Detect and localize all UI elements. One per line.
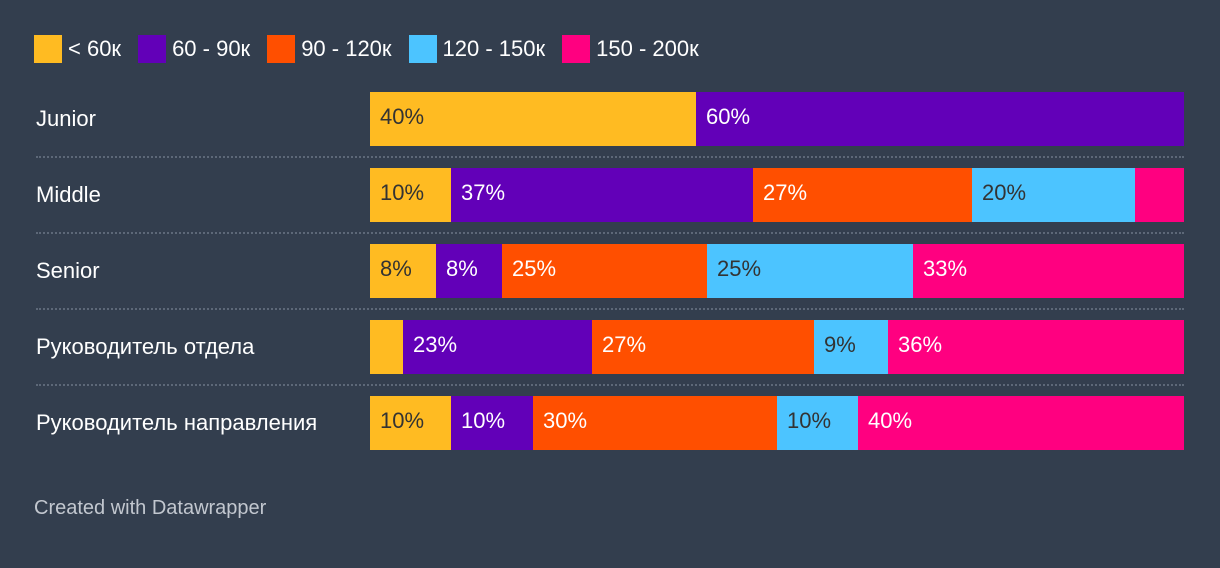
data-label: 8% [380,256,412,281]
bar-track: 10% 37% 27% 20% [370,168,1184,222]
legend-item: 120 - 150к [408,35,546,63]
bar-segment: 27% [592,320,814,374]
bar-segment: 10% [370,396,451,450]
category-label: Junior [36,106,96,131]
data-label: 27% [763,180,808,205]
bar-segment: 8% [370,244,436,298]
data-label: 30% [543,408,588,433]
bar-segment [1135,168,1184,222]
legend-label: 150 - 200к [596,36,699,61]
data-label: 25% [717,256,762,281]
category-label: Senior [36,258,100,283]
data-label: 36% [898,332,943,357]
legend-swatch [408,35,437,63]
stacked-bar-chart: Junior 40% 60% Middle 10% 37% 27% 20% Senior 8% 8%… [0,92,1220,450]
bar-segment: 10% [777,396,858,450]
bar-track: 23% 27% 9% 36% [370,320,1184,374]
bar-segment: 25% [707,244,913,298]
category-label: Руководитель отдела [36,334,255,359]
legend-swatch [562,35,591,63]
bar-segment: 37% [451,168,753,222]
bar-row: Руководитель направления 10% 10% 30% 10% 40% [0,396,1220,450]
data-label: 20% [982,180,1027,205]
bar-segment: 8% [436,244,502,298]
category-label: Middle [36,182,101,207]
bar-row: Middle 10% 37% 27% 20% [0,168,1220,222]
bar-track: 8% 8% 25% 25% 33% [370,244,1184,298]
data-label: 40% [868,408,913,433]
legend-item: 90 - 120к [267,35,392,63]
data-label: 8% [446,256,478,281]
legend-label: < 60к [68,36,122,61]
bar-segment: 23% [403,320,592,374]
bar-segment [370,320,403,374]
bar-row: Senior 8% 8% 25% 25% 33% [0,244,1220,298]
bar-segment: 10% [370,168,451,222]
data-label: 60% [706,104,751,129]
data-label: 10% [380,408,425,433]
data-label: 10% [380,180,425,205]
row-divider [36,232,1184,234]
data-label: 9% [824,332,856,357]
bar-track: 40% 60% [370,92,1184,146]
row-divider [36,384,1184,386]
bar-segment: 36% [888,320,1184,374]
legend-swatch [267,35,296,63]
bar-segment: 30% [533,396,777,450]
category-label: Руководитель направления [36,410,318,435]
data-label: 10% [787,408,832,433]
credit-footer: Created with Datawrapper [34,497,267,519]
legend-label: 60 - 90к [172,36,251,61]
legend-item: 150 - 200к [562,35,699,63]
data-label: 23% [413,332,458,357]
legend-swatch [34,35,62,63]
row-divider [36,308,1184,310]
bar-segment: 40% [370,92,696,146]
bar-row: Руководитель отдела 23% 27% 9% 36% [0,320,1220,374]
row-divider [36,156,1184,158]
bar-segment: 60% [696,92,1184,146]
data-label: 33% [923,256,968,281]
data-label: 10% [461,408,506,433]
legend-label: 120 - 150к [442,36,546,61]
bar-segment: 33% [913,244,1184,298]
legend-label: 90 - 120к [301,36,392,61]
bar-segment: 9% [814,320,888,374]
bar-segment: 25% [502,244,707,298]
legend-item: 60 - 90к [138,35,250,63]
bar-row: Junior 40% 60% [0,92,1220,146]
legend-swatch [138,35,167,63]
data-label: 37% [461,180,506,205]
data-label: 27% [602,332,647,357]
bar-segment: 40% [858,396,1184,450]
chart-legend: < 60к 60 - 90к 90 - 120к 120 - 150к 150 - 20… [34,34,716,64]
legend-item: < 60к [34,35,121,63]
bar-segment: 20% [972,168,1135,222]
bar-segment: 10% [451,396,533,450]
bar-segment: 27% [753,168,972,222]
bar-track: 10% 10% 30% 10% 40% [370,396,1184,450]
data-label: 25% [512,256,557,281]
data-label: 40% [380,104,425,129]
